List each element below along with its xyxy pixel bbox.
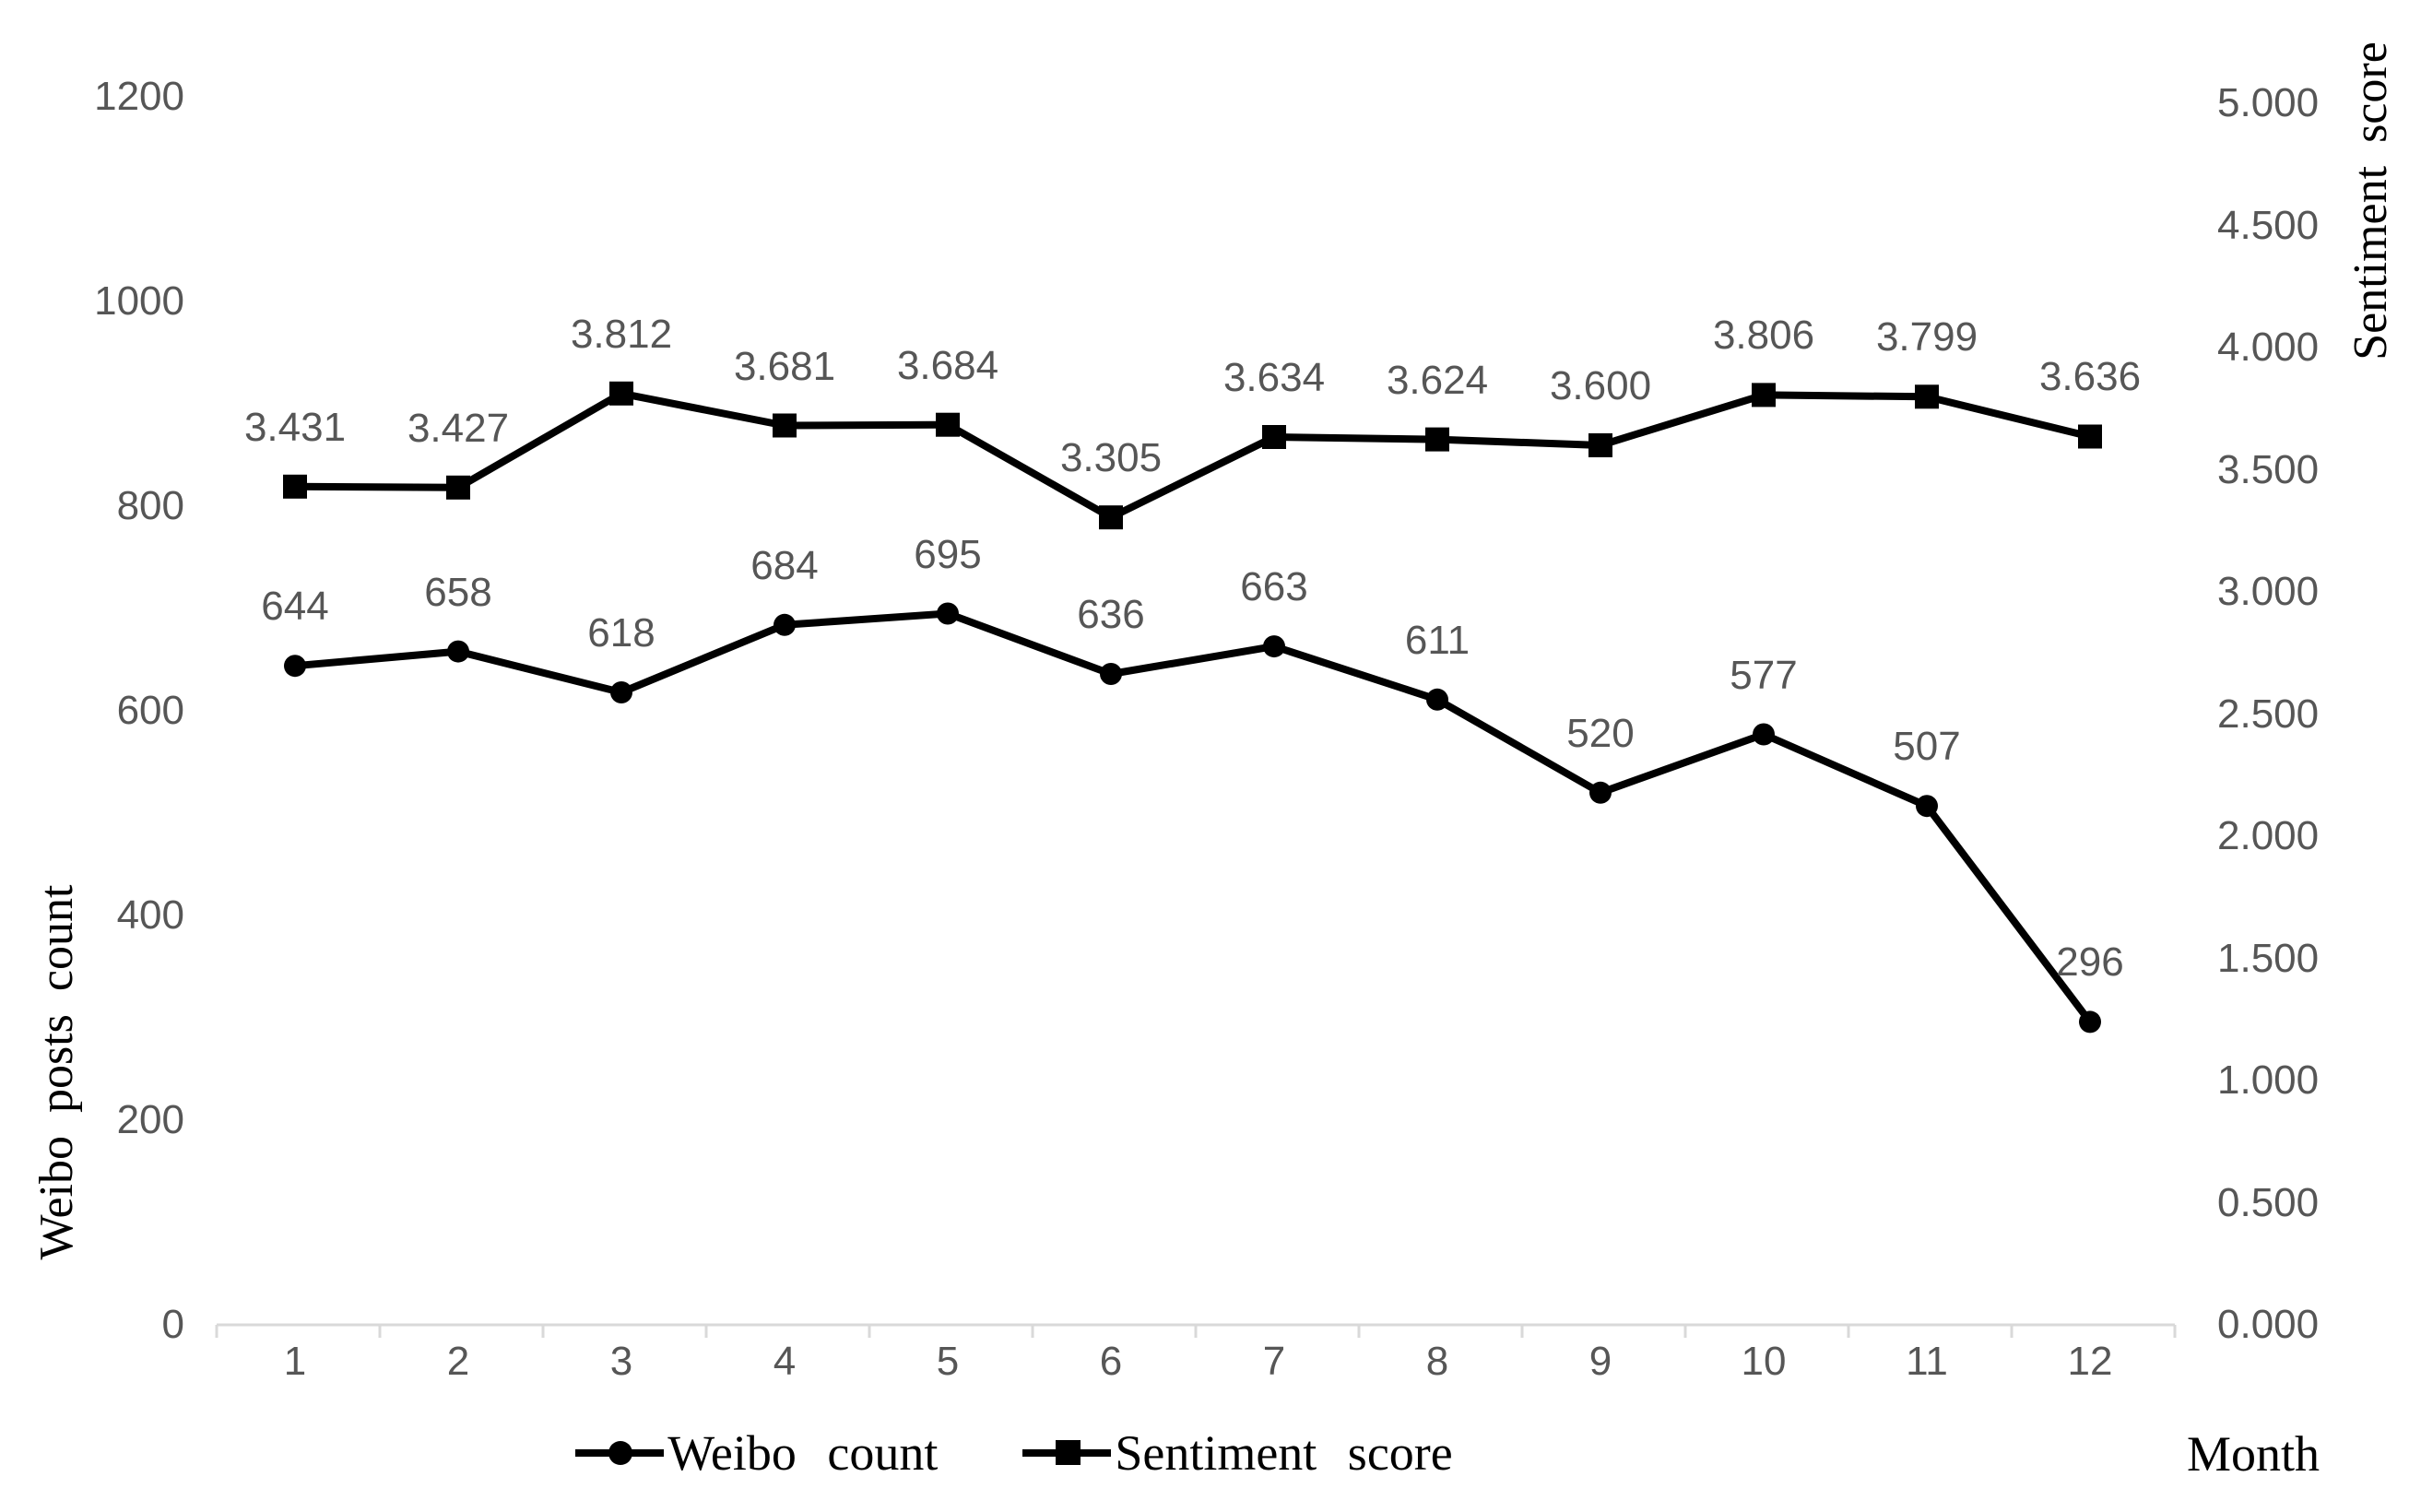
weibo-count-data-label: 577 <box>1730 652 1798 698</box>
weibo-count-marker <box>1753 723 1775 746</box>
right-axis-tick-label: 4.000 <box>2217 325 2320 370</box>
sentiment-score-marker <box>773 413 797 438</box>
right-axis-tick-label: 3.500 <box>2217 446 2320 492</box>
right-axis-tick-label: 1.500 <box>2217 935 2320 981</box>
x-axis-tick-label: 5 <box>936 1339 960 1384</box>
x-axis-tick-label: 10 <box>1741 1339 1787 1384</box>
right-axis-tick-label: 5.000 <box>2217 80 2320 125</box>
weibo-count-data-label: 636 <box>1077 592 1145 638</box>
sentiment-score-data-label: 3.812 <box>570 311 673 357</box>
weibo-count-data-label: 507 <box>1893 724 1961 770</box>
sentiment-score-marker <box>1425 427 1449 452</box>
sentiment-score-marker <box>283 474 307 499</box>
left-axis-tick-label: 800 <box>116 483 184 528</box>
weibo-count-data-label: 644 <box>261 584 329 630</box>
sentiment-score-data-label: 3.684 <box>896 342 999 388</box>
weibo-count-marker <box>284 655 306 678</box>
weibo-count-marker <box>610 681 632 703</box>
legend-label-weibo-count: Weibo count <box>667 1425 939 1481</box>
x-axis-tick-label: 2 <box>446 1339 470 1384</box>
sentiment-score-data-label: 3.681 <box>733 343 836 389</box>
legend-line-circle-icon <box>575 1441 665 1465</box>
x-axis-tick-label: 11 <box>1906 1339 1948 1384</box>
sentiment-score-data-label: 3.636 <box>2038 354 2142 400</box>
weibo-count-line <box>291 609 2094 1026</box>
sentiment-score-marker <box>1588 433 1612 457</box>
sentiment-score-line <box>291 389 2094 522</box>
weibo-count-data-label: 520 <box>1566 710 1635 756</box>
sentiment-score-data-label: 3.799 <box>1875 314 1978 360</box>
weibo-count-marker <box>1100 663 1122 685</box>
sentiment-score-marker <box>609 381 633 406</box>
x-axis-tick-label: 3 <box>609 1339 633 1384</box>
sentiment-score-marker <box>936 412 960 437</box>
right-axis-tick-label: 4.500 <box>2217 202 2320 248</box>
weibo-count-marker <box>1916 795 1938 818</box>
sentiment-score-data-label: 3.624 <box>1386 357 1489 403</box>
legend-line-square-icon <box>1022 1440 1112 1465</box>
left-axis-tick-label: 400 <box>116 892 184 938</box>
left-axis-tick-label: 600 <box>116 688 184 733</box>
sentiment-score-marker <box>2078 424 2102 449</box>
x-axis-tick-label: 1 <box>283 1339 307 1384</box>
right-axis-tick-label: 0.500 <box>2217 1179 2320 1225</box>
left-axis-tick-label: 200 <box>116 1097 184 1142</box>
weibo-count-marker <box>1426 688 1448 711</box>
sentiment-score-marker <box>446 475 470 500</box>
legend-label-sentiment-score: Sentiment score <box>1115 1425 1453 1481</box>
x-axis-tick-label: 9 <box>1588 1339 1612 1384</box>
sentiment-score-marker <box>1262 425 1286 449</box>
weibo-count-marker <box>1589 781 1612 804</box>
left-axis-title: Weibo posts count <box>30 884 83 1260</box>
weibo-count-data-label: 296 <box>2056 939 2124 986</box>
weibo-count-data-label: 611 <box>1404 617 1470 663</box>
right-axis-title: Sentiment score <box>2344 41 2397 360</box>
sentiment-score-marker <box>1915 384 1939 409</box>
weibo-count-data-label: 658 <box>424 569 492 615</box>
right-axis-tick-label: 2.000 <box>2217 813 2320 858</box>
sentiment-score-marker <box>1752 383 1776 408</box>
weibo-count-marker <box>774 613 796 636</box>
weibo-count-marker <box>1263 635 1285 658</box>
sentiment-score-data-label: 3.634 <box>1222 354 1326 400</box>
left-axis-tick-label: 1000 <box>94 278 184 324</box>
sentiment-score-data-label: 3.305 <box>1059 435 1163 481</box>
right-axis-tick-label: 3.000 <box>2217 569 2320 614</box>
x-axis-tick-label: 12 <box>2067 1339 2113 1384</box>
weibo-count-marker <box>2079 1010 2101 1034</box>
weibo-count-data-label: 684 <box>750 542 819 588</box>
sentiment-score-marker <box>1099 505 1123 530</box>
sentiment-score-data-label: 3.600 <box>1549 363 1652 408</box>
x-axis-tick-label: 7 <box>1262 1339 1286 1384</box>
weibo-count-marker <box>447 640 469 663</box>
left-axis-tick-label: 1200 <box>94 74 184 119</box>
legend: Weibo count Sentiment score <box>0 1424 2028 1482</box>
sentiment-score-data-label: 3.431 <box>243 404 347 450</box>
weibo-count-data-label: 663 <box>1240 564 1308 610</box>
left-axis-tick-label: 0 <box>161 1302 184 1347</box>
weibo-count-data-label: 695 <box>914 531 982 577</box>
right-axis-tick-label: 2.500 <box>2217 691 2320 737</box>
sentiment-score-data-label: 3.427 <box>407 405 510 451</box>
legend-entry-sentiment-score: Sentiment score <box>1022 1424 1453 1482</box>
x-axis-tick-label: 8 <box>1425 1339 1449 1384</box>
x-axis-tick-label: 6 <box>1099 1339 1123 1384</box>
weibo-count-marker <box>937 602 959 625</box>
x-axis-title: Month <box>2187 1426 2321 1482</box>
right-axis-tick-label: 0.000 <box>2217 1302 2320 1347</box>
right-axis-tick-label: 1.000 <box>2217 1057 2320 1103</box>
legend-entry-weibo-count: Weibo count <box>575 1424 938 1482</box>
sentiment-score-data-label: 3.806 <box>1712 313 1815 359</box>
weibo-count-data-label: 618 <box>587 610 655 656</box>
x-axis-tick-label: 4 <box>773 1339 797 1384</box>
